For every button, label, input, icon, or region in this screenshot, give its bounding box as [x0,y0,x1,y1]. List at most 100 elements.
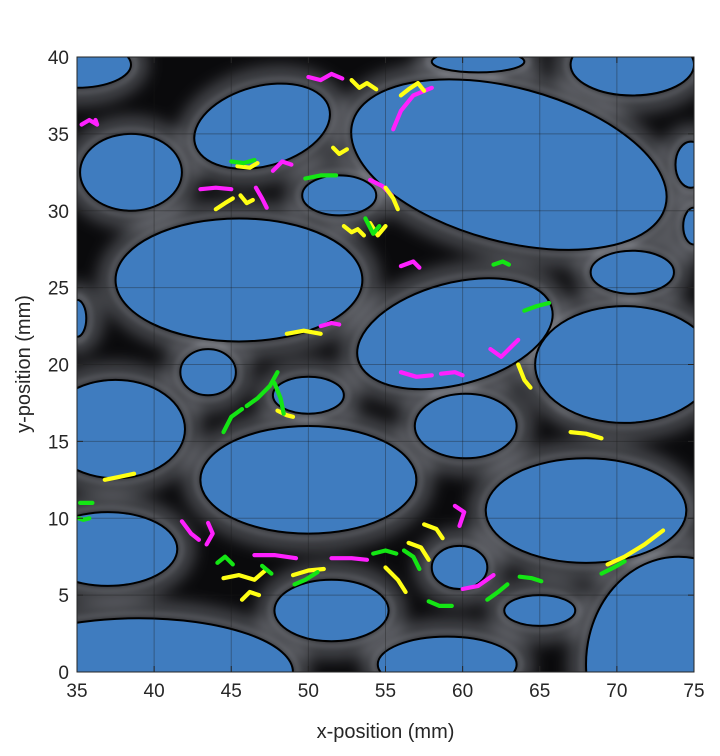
magenta-series [79,71,521,592]
channel-glow [288,161,391,230]
channel-glow-edge [480,452,692,569]
green-track [522,300,552,313]
channel-glow-edge [426,57,530,78]
channel-glow [669,193,694,259]
obstacle [77,617,294,672]
green-track [401,548,422,572]
tick-layer [76,56,695,673]
green-track [292,569,320,587]
yellow-track [383,565,408,595]
obstacle [534,305,694,424]
green-series [77,157,627,609]
green-track [485,582,510,602]
x-axis-label: x-position (mm) [317,721,455,743]
channel-glow-edge [409,388,523,464]
magenta-track [204,520,215,547]
channel-glow-edge [677,202,694,251]
obstacle [569,57,694,97]
green-track [260,563,274,576]
green-track [229,157,257,166]
obstacle [350,78,668,251]
green-track [303,173,339,181]
magenta-track [329,556,370,562]
yellow-track [516,362,533,390]
green-track [491,259,511,267]
yellow-track [213,196,235,212]
channel-glow [77,498,192,600]
channel-glow-layer [77,57,694,672]
yellow-track [275,408,296,419]
channel-glow-edge [345,73,673,256]
magenta-track [198,185,234,192]
yellow-track [102,471,137,482]
yellow-track [383,185,400,212]
channel-glow [77,365,199,493]
channel-glow-edge [669,136,694,194]
green-track [371,548,399,556]
channel-glow-edge [110,212,368,347]
channel-glow-edge [296,169,382,221]
magenta-track [488,337,521,359]
yellow-track [349,77,379,92]
channel-glow [77,57,145,102]
channel-glow-edge [565,57,694,101]
channel-glow-edge [77,506,183,592]
obstacle [674,140,694,189]
magenta-track [452,503,467,529]
green-track [272,380,286,416]
yellow-track [398,80,427,98]
green-track [599,559,627,576]
magenta-track [460,572,496,592]
obstacle [430,544,489,590]
yellow-track [284,328,323,336]
channel-glow-edge [585,245,680,300]
yellow-track [331,145,349,156]
yellow-track [290,566,326,578]
y-tick-labels: 0 5 10 15 20 25 30 35 40 [48,48,69,684]
yellow-track [406,540,431,562]
yellow-track [239,589,262,602]
obstacle [589,249,675,295]
channel-glow-edge [174,343,242,401]
channel-glow-edge [529,300,694,429]
obstacle [271,375,345,415]
channel-glow-edge [372,631,523,672]
magenta-track [179,519,201,542]
obstacle [413,392,518,460]
yellow-track [568,430,604,441]
x-tick-label: 60 [452,681,473,702]
channel-glow-edge [580,551,694,672]
channel-glow [260,565,403,656]
x-tick-label: 40 [144,681,165,702]
obstacle [77,511,179,587]
obstacle [484,457,688,564]
channel-glow-edge [268,574,395,647]
obstacle [273,578,390,643]
y-tick-label: 35 [48,125,69,146]
x-tick-label: 55 [375,681,396,702]
obstacle [682,206,694,246]
magenta-track [79,117,100,127]
obstacle-layer [77,57,694,672]
channel-glow [363,622,531,672]
green-track [244,370,280,409]
channel-glow [417,531,502,603]
obstacle [193,82,331,170]
yellow-track [605,528,666,567]
channel-glow-edge [498,589,581,632]
green-track [426,599,454,609]
channel-glow-edge [77,57,137,94]
channel-glow [400,379,531,473]
obstacle [77,57,132,89]
obstacle [503,594,577,627]
yellow-track [238,193,255,206]
green-track [363,216,382,236]
channel-glow [77,119,196,225]
magenta-track [306,71,345,83]
green-track [221,407,245,435]
x-tick-label: 75 [683,681,704,702]
channel-glow-edge [351,272,559,395]
obstacle [376,635,518,672]
yellow-track [341,224,366,238]
